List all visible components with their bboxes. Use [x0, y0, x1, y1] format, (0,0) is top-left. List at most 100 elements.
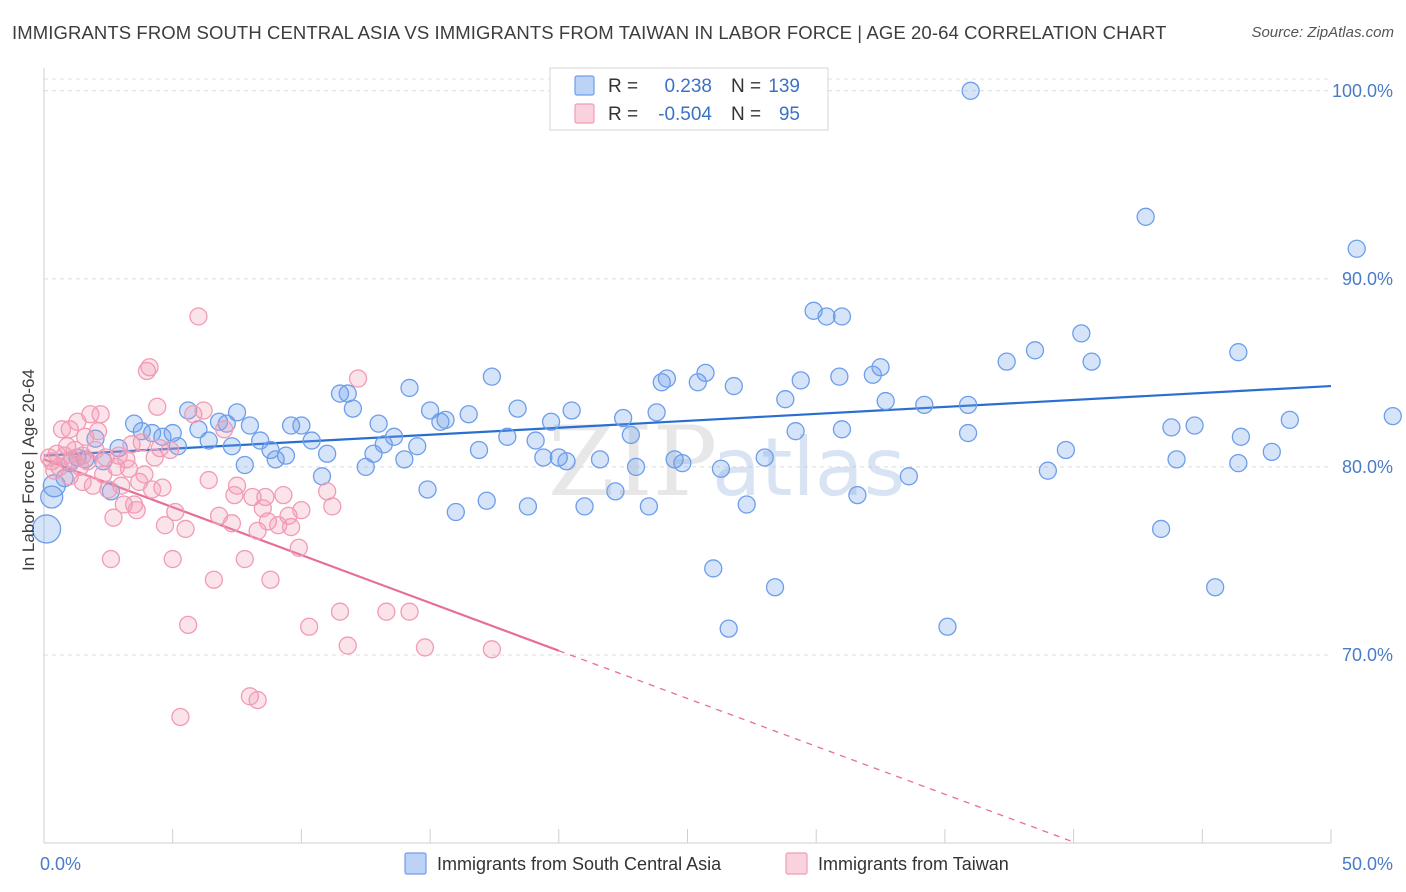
data-points	[31, 81, 1402, 727]
point-0-30	[281, 416, 301, 435]
point-0-94	[863, 365, 882, 384]
point-0-119	[1280, 410, 1299, 430]
point-0-24	[235, 455, 254, 475]
point-1-81	[323, 497, 342, 516]
point-1-82	[330, 602, 350, 621]
watermark-atlas: atlas	[712, 421, 905, 514]
point-0-48	[436, 410, 455, 430]
point-0-118	[1262, 442, 1281, 462]
point-1-60	[215, 420, 234, 439]
legend-n-label-1: N =	[731, 104, 761, 125]
point-0-54	[482, 367, 502, 386]
point-0-9	[101, 482, 121, 501]
point-0-75	[673, 453, 692, 473]
point-0-86	[786, 422, 805, 441]
point-0-29	[276, 446, 296, 465]
point-0-106	[1056, 440, 1076, 460]
point-0-53	[477, 491, 496, 510]
point-0-120	[1347, 239, 1366, 258]
point-0-111	[1162, 418, 1181, 437]
trend-line-1	[43, 458, 560, 652]
point-1-83	[338, 636, 357, 655]
point-1-26	[101, 549, 121, 569]
x-tick-label-0: 0.0%	[40, 854, 81, 874]
point-1-77	[289, 538, 308, 557]
point-0-32	[302, 431, 321, 450]
point-0-67	[614, 408, 633, 428]
point-0-63	[562, 401, 581, 420]
point-0-68	[621, 425, 641, 445]
point-0-43	[395, 450, 414, 469]
point-0-22	[222, 437, 242, 456]
point-0-55	[498, 427, 517, 446]
point-0-44	[408, 437, 427, 456]
point-0-83	[755, 448, 774, 467]
point-0-108	[1082, 352, 1101, 371]
point-0-34	[317, 444, 337, 463]
point-0-90	[830, 367, 849, 386]
legend-n-label-0: N =	[731, 76, 761, 97]
point-0-25	[240, 416, 260, 435]
point-0-56	[508, 399, 527, 418]
point-0-115	[1229, 343, 1248, 362]
point-0-112	[1167, 450, 1186, 469]
point-0-41	[374, 435, 393, 454]
point-1-74	[274, 485, 293, 505]
point-0-65	[590, 450, 610, 469]
point-0-2	[42, 474, 66, 498]
x-tick-label-1: 50.0%	[1342, 854, 1393, 874]
point-1-43	[145, 448, 164, 467]
point-0-97	[899, 467, 919, 486]
point-0-73	[657, 369, 677, 388]
correlation-legend: R = 0.238 N = 139 R = -0.504 N = 95	[549, 67, 829, 131]
y-tick-label-2: 80.0%	[1342, 457, 1393, 477]
point-0-81	[724, 376, 743, 396]
y-tick-labels: 100.0% 90.0% 80.0% 70.0%	[1332, 81, 1393, 665]
point-1-57	[199, 470, 218, 490]
point-0-70	[639, 497, 659, 516]
legend-r-value-0: 0.238	[664, 76, 712, 97]
point-1-87	[415, 638, 435, 657]
series-legend-label-0: Immigrants from South Central Asia	[437, 854, 722, 874]
point-1-51	[171, 707, 190, 727]
point-0-58	[526, 431, 545, 450]
point-0-52	[469, 440, 489, 460]
point-0-84	[765, 578, 785, 597]
point-0-77	[696, 363, 715, 383]
point-1-84	[348, 369, 368, 388]
point-0-62	[557, 452, 576, 471]
point-0-91	[832, 307, 852, 326]
point-0-114	[1206, 578, 1225, 597]
legend-r-label-0: R =	[608, 76, 638, 97]
point-1-64	[235, 549, 254, 569]
point-0-113	[1185, 416, 1204, 435]
series-legend-swatch-pink	[785, 852, 808, 875]
y-axis-label: In Labor Force | Age 20-64	[19, 369, 38, 571]
point-0-117	[1231, 427, 1251, 446]
point-0-109	[1136, 207, 1155, 226]
series-0-points	[31, 81, 1402, 638]
legend-swatch-pink	[574, 103, 595, 124]
point-0-45	[400, 378, 419, 398]
point-1-14	[73, 472, 92, 492]
point-0-50	[446, 502, 465, 522]
point-0-87	[791, 371, 810, 390]
trend-line-0	[43, 384, 1332, 457]
point-1-53	[178, 615, 198, 635]
legend-r-label-1: R =	[608, 104, 638, 125]
x-tick-labels: 0.0% 50.0%	[40, 854, 1393, 874]
point-0-40	[369, 414, 388, 433]
point-0-11	[124, 414, 144, 433]
point-0-37	[343, 399, 363, 418]
point-0-51	[459, 405, 478, 424]
point-1-72	[261, 570, 280, 589]
point-1-46	[153, 478, 172, 497]
chart-title: IMMIGRANTS FROM SOUTH CENTRAL ASIA VS IM…	[12, 22, 1167, 43]
point-1-88	[482, 640, 502, 659]
point-1-48	[160, 440, 180, 460]
point-1-27	[104, 508, 123, 527]
point-0-80	[719, 619, 738, 638]
point-0-60	[541, 412, 561, 431]
point-0-78	[704, 559, 723, 578]
